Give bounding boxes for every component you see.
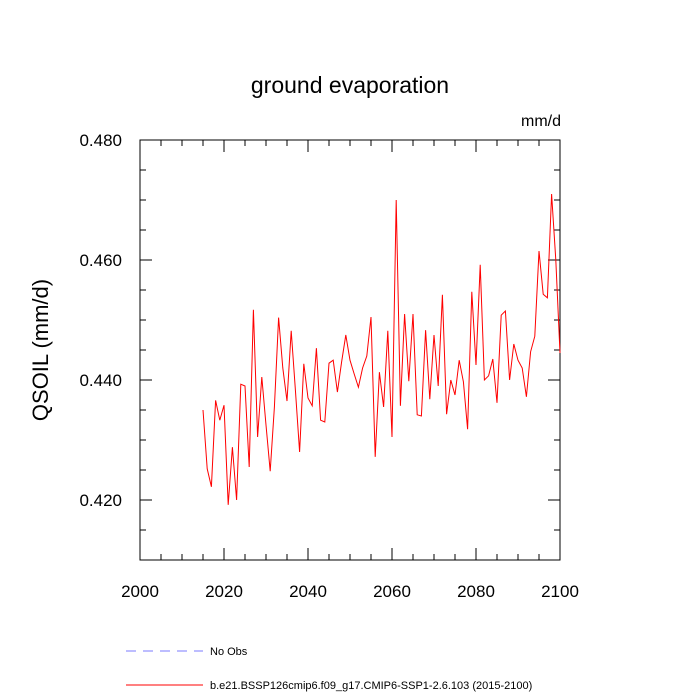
legend: No Obs b.e21.BSSP126cmip6.f09_g17.CMIP6-S… (126, 646, 532, 692)
tick-labels: 2000 2020 2040 2060 2080 2100 0.420 0.440 0.460 0… (79, 131, 578, 601)
series-group (202, 193, 561, 505)
x-tick-label: 2080 (457, 582, 495, 601)
axis-ticks (139, 139, 561, 561)
x-tick-label: 2040 (289, 582, 327, 601)
x-tick-label: 2020 (205, 582, 243, 601)
x-tick-label: 2100 (541, 582, 579, 601)
x-tick-label: 2060 (373, 582, 411, 601)
legend-label: b.e21.BSSP126cmip6.f09_g17.CMIP6-SSP1-2.… (210, 680, 532, 692)
plot-frame (139, 139, 561, 561)
y-tick-label: 0.460 (79, 251, 122, 270)
legend-label: No Obs (210, 646, 248, 658)
x-tick-label: 2000 (121, 582, 159, 601)
units-label: mm/d (521, 113, 561, 130)
y-tick-label: 0.420 (79, 491, 122, 510)
chart-title: ground evaporation (251, 72, 449, 98)
y-axis-label: QSOIL (mm/d) (28, 279, 53, 421)
y-tick-label: 0.440 (79, 371, 122, 390)
series-line (202, 193, 561, 505)
y-tick-label: 0.480 (79, 131, 122, 150)
